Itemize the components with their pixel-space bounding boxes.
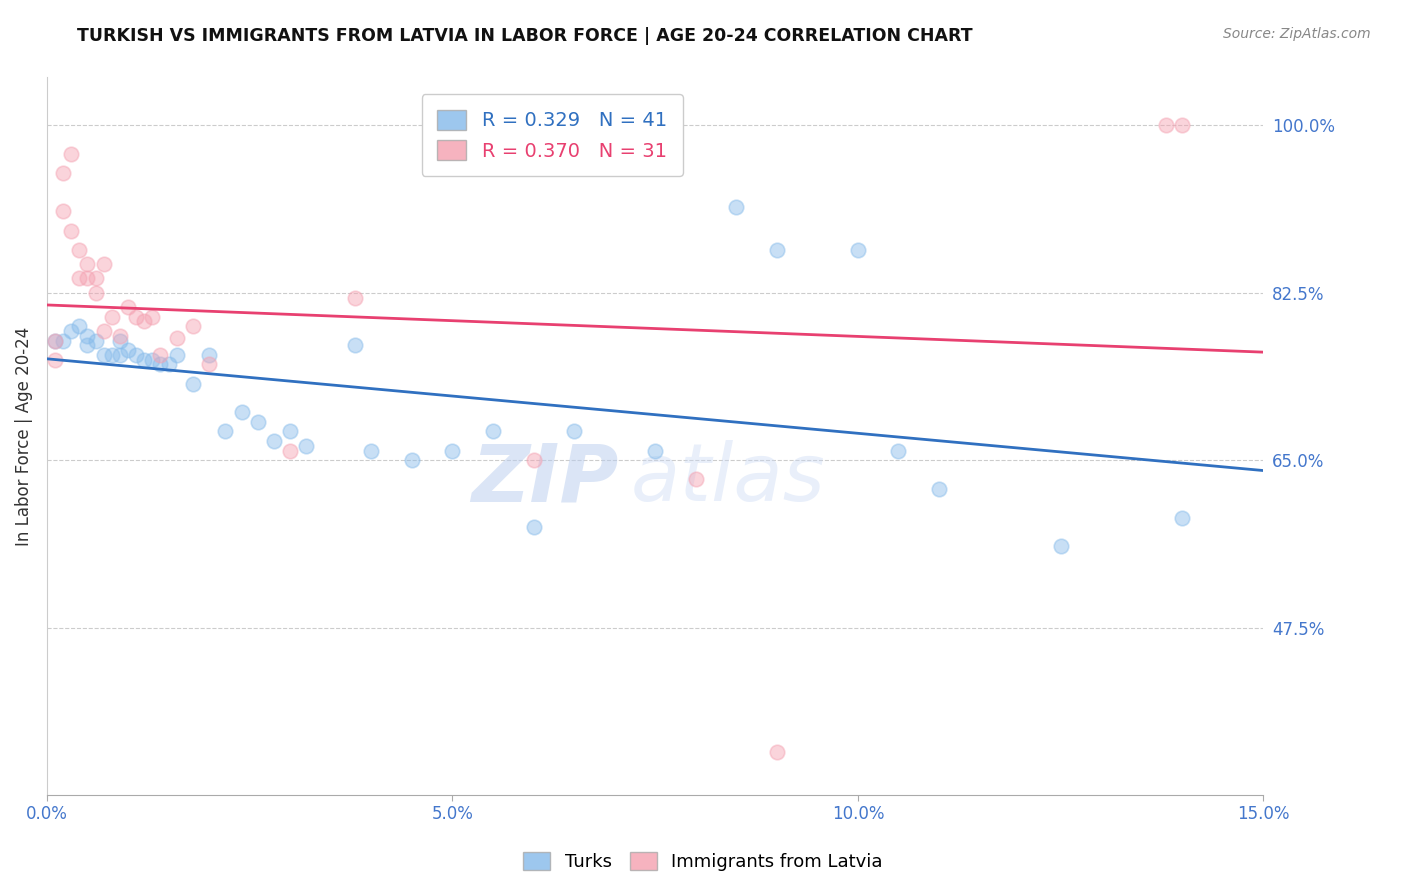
Point	[149, 358, 172, 372]
Point	[67, 271, 90, 285]
Point	[93, 257, 115, 271]
Point	[141, 352, 163, 367]
Point	[846, 243, 869, 257]
Text: Source: ZipAtlas.com: Source: ZipAtlas.com	[1223, 27, 1371, 41]
Point	[295, 439, 318, 453]
Point	[522, 453, 544, 467]
Legend: R = 0.329   N = 41, R = 0.370   N = 31: R = 0.329 N = 41, R = 0.370 N = 31	[422, 95, 682, 177]
Point	[52, 204, 75, 219]
Point	[125, 310, 148, 324]
Legend: Turks, Immigrants from Latvia: Turks, Immigrants from Latvia	[516, 845, 890, 879]
Point	[117, 300, 139, 314]
Point	[44, 334, 66, 348]
Point	[84, 334, 107, 348]
Text: TURKISH VS IMMIGRANTS FROM LATVIA IN LABOR FORCE | AGE 20-24 CORRELATION CHART: TURKISH VS IMMIGRANTS FROM LATVIA IN LAB…	[77, 27, 973, 45]
Point	[52, 334, 75, 348]
Point	[214, 425, 236, 439]
Point	[166, 331, 188, 345]
Point	[149, 348, 172, 362]
Point	[198, 358, 221, 372]
Point	[278, 425, 301, 439]
Point	[67, 319, 90, 334]
Point	[108, 328, 131, 343]
Point	[100, 310, 122, 324]
Point	[181, 319, 204, 334]
Point	[278, 443, 301, 458]
Point	[93, 324, 115, 338]
Point	[76, 271, 98, 285]
Point	[482, 425, 505, 439]
Point	[1171, 510, 1194, 524]
Point	[166, 348, 188, 362]
Point	[134, 352, 156, 367]
Point	[401, 453, 423, 467]
Point	[344, 338, 367, 352]
Point	[60, 324, 83, 338]
Point	[928, 482, 950, 496]
Point	[76, 257, 98, 271]
Point	[765, 243, 787, 257]
Point	[344, 291, 367, 305]
Point	[246, 415, 269, 429]
Point	[562, 425, 585, 439]
Point	[198, 348, 221, 362]
Point	[263, 434, 285, 448]
Point	[125, 348, 148, 362]
Point	[76, 328, 98, 343]
Point	[157, 358, 180, 372]
Point	[60, 223, 83, 237]
Point	[76, 338, 98, 352]
Point	[1171, 118, 1194, 132]
Point	[108, 348, 131, 362]
Point	[231, 405, 253, 419]
Point	[1049, 539, 1071, 553]
Point	[67, 243, 90, 257]
Point	[84, 285, 107, 300]
Point	[765, 745, 787, 759]
Point	[644, 443, 666, 458]
Point	[84, 271, 107, 285]
Point	[93, 348, 115, 362]
Point	[141, 310, 163, 324]
Point	[100, 348, 122, 362]
Point	[441, 443, 464, 458]
Y-axis label: In Labor Force | Age 20-24: In Labor Force | Age 20-24	[15, 326, 32, 546]
Point	[108, 334, 131, 348]
Point	[685, 472, 707, 486]
Point	[44, 352, 66, 367]
Point	[60, 147, 83, 161]
Point	[360, 443, 382, 458]
Point	[117, 343, 139, 358]
Text: ZIP: ZIP	[471, 441, 619, 518]
Text: atlas: atlas	[631, 441, 825, 518]
Point	[725, 200, 748, 214]
Point	[181, 376, 204, 391]
Point	[134, 314, 156, 328]
Point	[52, 166, 75, 180]
Point	[1154, 118, 1177, 132]
Point	[887, 443, 910, 458]
Point	[44, 334, 66, 348]
Point	[522, 520, 544, 534]
